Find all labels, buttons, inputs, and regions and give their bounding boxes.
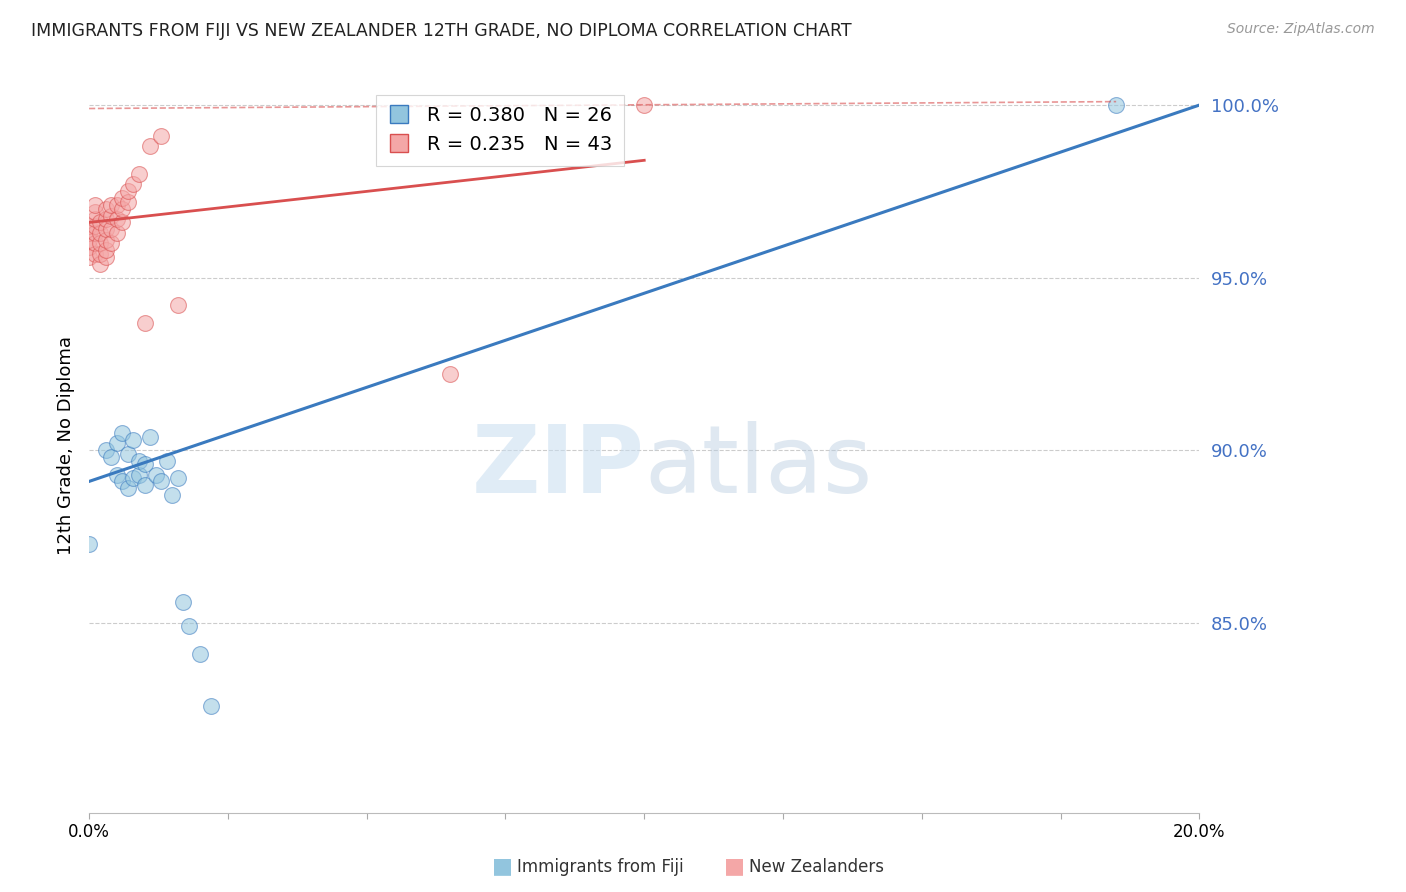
Point xyxy=(162,488,184,502)
Point xyxy=(111,202,134,216)
Point xyxy=(134,457,156,471)
Y-axis label: 12th Grade, No Diploma: 12th Grade, No Diploma xyxy=(58,335,75,555)
Text: atlas: atlas xyxy=(644,421,873,513)
Point xyxy=(139,429,162,443)
Point xyxy=(89,236,111,251)
Point xyxy=(89,257,111,271)
Legend: R = 0.380   N = 26, R = 0.235   N = 43: R = 0.380 N = 26, R = 0.235 N = 43 xyxy=(377,95,624,166)
Point xyxy=(105,467,128,482)
Text: ■: ■ xyxy=(492,856,513,876)
Point xyxy=(100,209,122,223)
Point xyxy=(105,226,128,240)
Point xyxy=(117,185,139,199)
Point xyxy=(188,647,211,661)
Point xyxy=(83,219,105,233)
Point xyxy=(77,219,100,233)
Point xyxy=(94,233,117,247)
Point xyxy=(111,191,134,205)
Point xyxy=(134,316,156,330)
Point xyxy=(145,467,167,482)
Point xyxy=(89,246,111,260)
Text: ■: ■ xyxy=(724,856,745,876)
Point xyxy=(100,236,122,251)
Text: New Zealanders: New Zealanders xyxy=(749,858,884,876)
Point xyxy=(77,250,100,264)
Point xyxy=(134,478,156,492)
Point xyxy=(117,194,139,209)
Point xyxy=(200,698,222,713)
Point xyxy=(83,246,105,260)
Point xyxy=(439,368,461,382)
Point xyxy=(177,619,200,633)
Point xyxy=(111,426,134,441)
Point xyxy=(128,453,150,467)
Point xyxy=(122,178,145,192)
Point xyxy=(105,212,128,227)
Point xyxy=(94,250,117,264)
Point xyxy=(128,467,150,482)
Text: ZIP: ZIP xyxy=(471,421,644,513)
Point xyxy=(150,475,173,489)
Point xyxy=(111,475,134,489)
Point xyxy=(83,226,105,240)
Point xyxy=(94,443,117,458)
Point xyxy=(77,239,100,253)
Point xyxy=(77,536,100,550)
Point xyxy=(83,205,105,219)
Point xyxy=(117,447,139,461)
Point xyxy=(77,233,100,247)
Point xyxy=(83,212,105,227)
Point xyxy=(122,433,145,447)
Point xyxy=(100,198,122,212)
Point xyxy=(89,226,111,240)
Point xyxy=(94,202,117,216)
Point xyxy=(172,595,194,609)
Text: IMMIGRANTS FROM FIJI VS NEW ZEALANDER 12TH GRADE, NO DIPLOMA CORRELATION CHART: IMMIGRANTS FROM FIJI VS NEW ZEALANDER 12… xyxy=(31,22,852,40)
Point xyxy=(77,226,100,240)
Point xyxy=(105,436,128,450)
Point xyxy=(117,481,139,495)
Point xyxy=(156,453,179,467)
Point xyxy=(83,236,105,251)
Point xyxy=(111,215,134,229)
Point xyxy=(139,139,162,153)
Point xyxy=(94,243,117,257)
Text: Immigrants from Fiji: Immigrants from Fiji xyxy=(517,858,685,876)
Point xyxy=(100,450,122,465)
Point xyxy=(94,212,117,227)
Point xyxy=(94,222,117,236)
Point xyxy=(150,129,173,144)
Point xyxy=(89,215,111,229)
Point xyxy=(128,167,150,181)
Text: Source: ZipAtlas.com: Source: ZipAtlas.com xyxy=(1227,22,1375,37)
Point xyxy=(167,298,190,312)
Point xyxy=(122,471,145,485)
Point xyxy=(633,98,655,112)
Point xyxy=(1105,98,1128,112)
Point xyxy=(83,198,105,212)
Point xyxy=(167,471,190,485)
Point xyxy=(100,222,122,236)
Point xyxy=(105,198,128,212)
